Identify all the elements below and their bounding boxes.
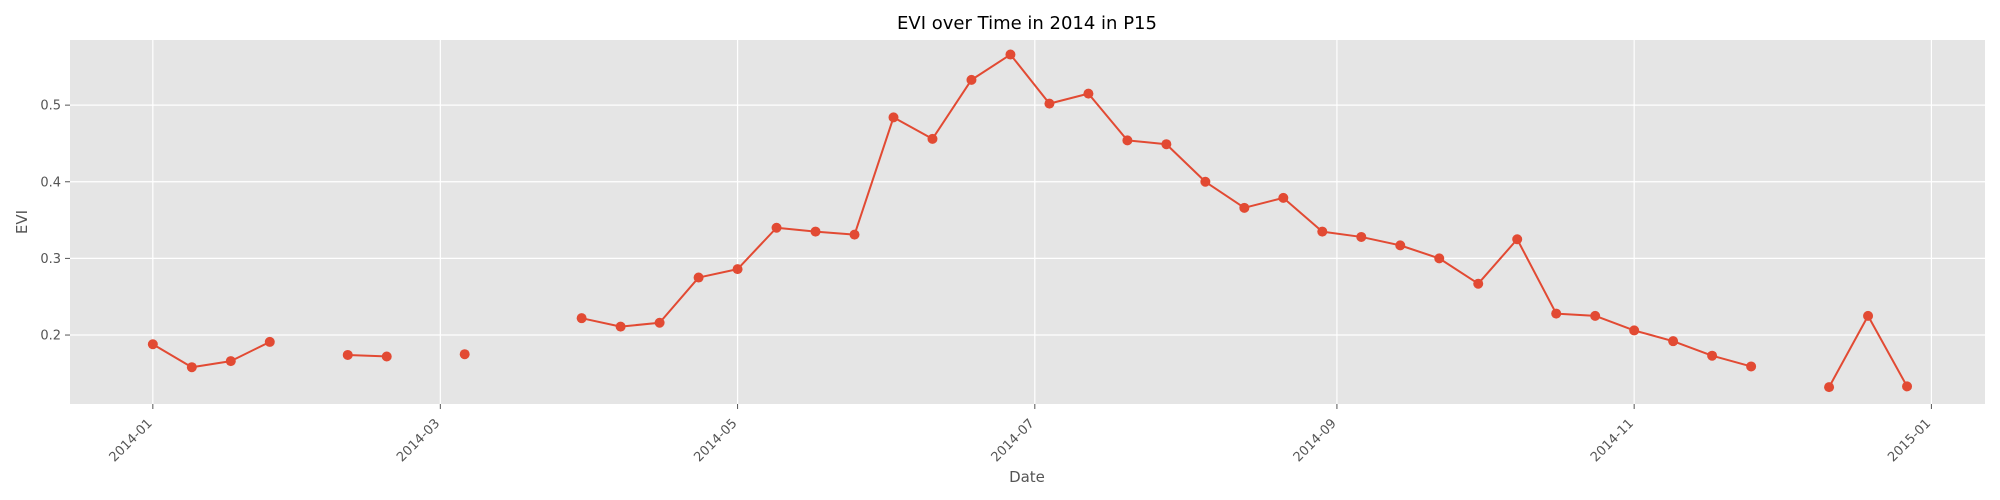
data-point [1746,361,1757,372]
data-point [732,264,743,275]
data-point [264,336,275,347]
y-tick-label: 0.3 [40,252,61,267]
series-line-segment [152,341,271,369]
data-point [147,339,158,350]
data-point [1473,278,1484,289]
x-axis-label: Date [1009,468,1045,486]
data-point [693,272,704,283]
data-point [1551,308,1562,319]
chart-title: EVI over Time in 2014 in P15 [897,13,1157,34]
data-point [1395,240,1406,251]
data-point [459,349,470,360]
x-axis-ticks: 2014-01 2014-03 2014-05 2014-07 2014-09 2014-… [107,404,1934,465]
data-point [342,349,353,360]
data-point [1161,139,1172,150]
data-point [1902,381,1913,392]
data-point [1278,192,1289,203]
x-tick-label: 2014-05 [691,416,740,465]
data-point [1824,382,1835,393]
data-point [1668,336,1679,347]
data-point [1239,202,1250,213]
evi-series-points [147,49,1913,393]
data-point [810,226,821,237]
y-tick-label: 0.4 [40,175,61,190]
x-tick-label: 2014-11 [1588,416,1637,465]
y-gridlines [70,104,1985,336]
y-axis-label: EVI [13,210,31,234]
data-point [1434,253,1445,264]
y-tick-label: 0.2 [40,329,61,344]
y-tick-label: 0.5 [40,99,61,114]
data-point [849,229,860,240]
data-point [1863,310,1874,321]
data-point [654,317,665,328]
data-point [1629,325,1640,336]
data-point [927,133,938,144]
plot-background [70,40,1985,404]
data-point [1317,226,1328,237]
data-point [225,356,236,367]
x-tick-label: 2015-01 [1885,416,1934,465]
data-point [1044,98,1055,109]
data-point [1590,310,1601,321]
data-point [888,112,899,123]
x-tick-label: 2014-09 [1291,416,1340,465]
data-point [576,313,587,324]
data-point [1512,234,1523,245]
data-point [1707,350,1718,361]
data-point [1200,176,1211,187]
data-point [1122,135,1133,146]
data-point [771,222,782,233]
data-point [1083,88,1094,99]
data-point [381,351,392,362]
data-point [1356,231,1367,242]
data-point [1005,49,1016,60]
data-point [186,362,197,373]
x-tick-label: 2014-07 [989,416,1038,465]
x-tick-label: 2014-01 [107,416,156,465]
x-tick-label: 2014-03 [394,416,443,465]
data-point [615,321,626,332]
data-point [966,74,977,85]
x-gridlines [152,40,1932,404]
series-line-segment [347,353,387,358]
y-axis-ticks: 0.2 0.3 0.4 0.5 [40,99,70,344]
